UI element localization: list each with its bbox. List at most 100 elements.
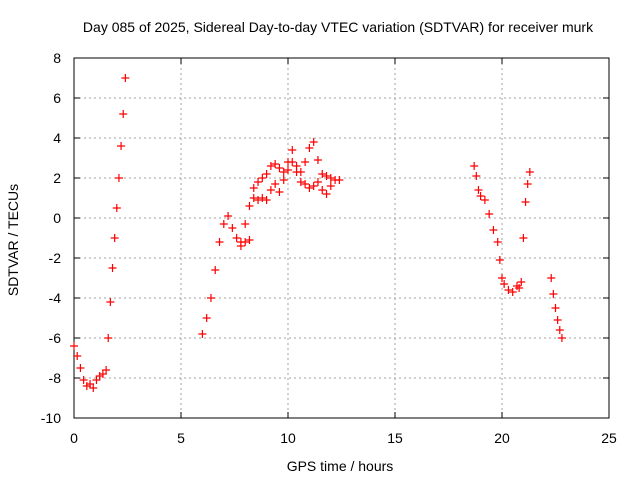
data-point	[515, 284, 524, 292]
y-tick-label: -4	[49, 290, 62, 306]
y-tick-label: 8	[53, 50, 61, 66]
data-point	[504, 286, 513, 294]
data-point	[288, 158, 297, 166]
points-layer	[70, 74, 566, 392]
data-point	[219, 220, 228, 228]
data-point	[258, 174, 267, 182]
data-point	[232, 234, 241, 242]
y-tick-label: 4	[53, 130, 61, 146]
data-point	[318, 170, 327, 178]
data-point	[301, 158, 310, 166]
data-point	[523, 180, 532, 188]
data-point	[117, 142, 126, 150]
data-point	[547, 274, 556, 282]
axes-layer	[73, 57, 610, 419]
chart-title: Day 085 of 2025, Sidereal Day-to-day VTE…	[83, 19, 594, 35]
data-point	[76, 364, 85, 372]
data-point	[525, 168, 534, 176]
y-tick-label: 2	[53, 170, 61, 186]
data-point	[245, 236, 254, 244]
data-point	[553, 316, 562, 324]
series-segment-3	[470, 162, 534, 296]
data-point	[112, 204, 121, 212]
data-point	[485, 210, 494, 218]
data-point	[309, 138, 318, 146]
data-point	[236, 238, 245, 246]
data-point	[121, 74, 130, 82]
data-point	[245, 202, 254, 210]
data-point	[266, 186, 275, 194]
data-point	[249, 194, 258, 202]
data-point	[301, 180, 310, 188]
data-point	[292, 168, 301, 176]
data-point	[296, 178, 305, 186]
data-point	[555, 326, 564, 334]
data-point	[322, 172, 331, 180]
data-point	[498, 274, 506, 282]
data-point	[254, 178, 263, 186]
y-tick-label: 6	[53, 90, 61, 106]
data-point	[318, 186, 327, 194]
data-point	[279, 176, 288, 184]
data-point	[326, 174, 335, 182]
x-tick-label: 10	[280, 430, 296, 446]
data-point	[228, 224, 237, 232]
data-point	[102, 366, 111, 374]
data-point	[254, 196, 263, 204]
y-axis-label: SDTVAR / TECUs	[5, 184, 21, 296]
y-tick-label: -10	[41, 410, 61, 426]
data-point	[271, 160, 280, 168]
data-point	[275, 188, 284, 196]
x-tick-label: 20	[494, 430, 510, 446]
x-axis-label: GPS time / hours	[287, 458, 394, 474]
data-point	[271, 180, 280, 188]
data-point	[470, 162, 479, 170]
x-tick-label: 25	[601, 430, 617, 446]
data-point	[519, 234, 528, 242]
data-point	[557, 334, 566, 342]
data-point	[119, 110, 128, 118]
data-point	[249, 184, 258, 192]
data-point	[211, 266, 220, 274]
plot-frame	[73, 57, 610, 419]
x-tick-label: 5	[177, 430, 185, 446]
x-tick-label: 15	[387, 430, 403, 446]
data-point	[288, 146, 297, 154]
data-point	[241, 220, 250, 228]
y-tick-label: -8	[49, 370, 62, 386]
data-point	[79, 376, 88, 384]
data-point	[114, 174, 123, 182]
x-tick-label: 0	[70, 430, 78, 446]
data-point	[474, 186, 483, 194]
data-point	[322, 190, 331, 198]
data-point	[224, 212, 233, 220]
data-point	[262, 196, 271, 204]
data-point	[106, 298, 115, 306]
data-point	[521, 198, 530, 206]
data-point	[284, 166, 292, 174]
data-point	[215, 238, 224, 246]
y-tick-label: 0	[53, 210, 61, 226]
series-segment-4	[547, 274, 566, 342]
data-point	[305, 184, 314, 192]
data-point	[108, 264, 117, 272]
data-point	[313, 156, 322, 164]
data-point	[335, 176, 344, 184]
data-point	[326, 182, 335, 190]
data-point	[206, 294, 215, 302]
data-point	[73, 352, 82, 360]
data-point	[508, 288, 517, 296]
data-point	[313, 178, 322, 186]
data-point	[549, 290, 558, 298]
y-tick-label: -2	[49, 250, 62, 266]
series-segment-1	[70, 74, 130, 392]
data-point	[472, 172, 481, 180]
data-point	[110, 234, 119, 242]
y-tick-label: -6	[49, 330, 62, 346]
data-point	[489, 226, 498, 234]
data-point	[275, 164, 284, 172]
ticks-layer: 0 5 10 15 20 25 -10 -8 -6 -4 -2 0 2 4 6 8	[41, 50, 617, 446]
